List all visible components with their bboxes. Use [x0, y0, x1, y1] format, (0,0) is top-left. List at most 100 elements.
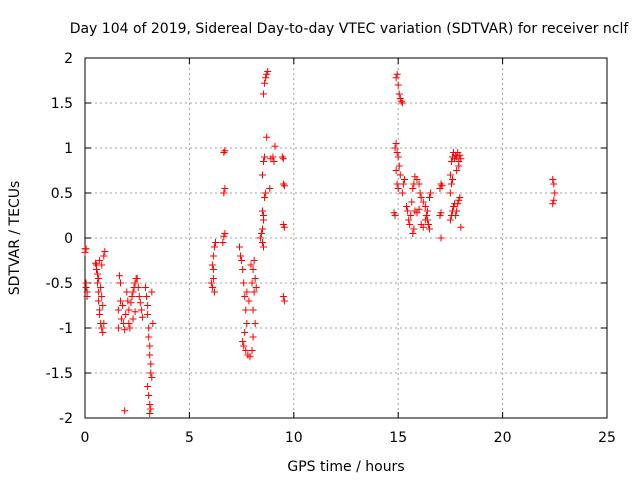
data-point [237, 252, 245, 260]
chart-title: Day 104 of 2019, Sidereal Day-to-day VTE… [70, 21, 630, 37]
data-point [394, 153, 402, 161]
data-point [144, 302, 152, 309]
x-tick-label: 25 [598, 430, 616, 446]
data-point [145, 333, 153, 341]
data-point [146, 351, 154, 359]
data-point [280, 182, 288, 190]
data-point [243, 320, 251, 327]
x-tick-label: 5 [185, 430, 194, 446]
data-point [129, 315, 137, 323]
data-point [551, 189, 559, 197]
data-point [238, 257, 246, 264]
data-point [258, 225, 266, 233]
data-point [239, 266, 247, 273]
data-point [403, 203, 411, 210]
data-point [133, 275, 141, 282]
data-point [256, 234, 264, 242]
data-points [81, 68, 559, 417]
data-point [262, 74, 270, 82]
data-point [148, 288, 156, 296]
data-point [453, 167, 461, 174]
data-point [209, 266, 217, 273]
data-point [396, 171, 404, 179]
data-point [209, 252, 217, 260]
data-point [280, 223, 288, 231]
data-point [97, 284, 105, 291]
data-point [144, 311, 152, 318]
data-point [258, 207, 266, 215]
data-point [550, 196, 558, 204]
data-point [455, 162, 463, 170]
data-point [128, 293, 136, 300]
data-point [421, 216, 429, 224]
data-point [413, 176, 421, 183]
data-point [252, 284, 260, 291]
data-point [423, 207, 431, 215]
data-point [393, 180, 401, 188]
data-point [446, 171, 454, 179]
data-point [262, 189, 270, 197]
data-point [115, 272, 123, 280]
data-point [123, 288, 131, 296]
y-tick-label: 1 [64, 141, 73, 157]
data-point [395, 162, 403, 170]
data-point [243, 288, 251, 296]
data-point [398, 189, 406, 197]
data-point [82, 245, 90, 253]
data-point [98, 324, 106, 332]
data-point [114, 324, 122, 332]
x-tick-labels: 0 5 10 15 20 25 [81, 430, 616, 446]
data-point [264, 68, 272, 75]
data-point [426, 225, 434, 233]
data-point [399, 180, 407, 188]
data-point [427, 189, 435, 197]
data-point [99, 302, 107, 309]
y-tick-label: -0.5 [46, 276, 73, 292]
data-point [424, 221, 432, 228]
data-point [96, 257, 104, 264]
data-point [549, 200, 557, 208]
data-point [121, 326, 129, 334]
data-point [116, 297, 124, 305]
axis-ticks [84, 57, 608, 419]
data-point [220, 189, 228, 197]
data-point [419, 223, 427, 231]
data-point [266, 185, 274, 192]
data-point [208, 261, 216, 269]
data-point [116, 279, 124, 287]
data-point [125, 320, 133, 327]
data-point [81, 248, 89, 256]
data-point [96, 311, 104, 318]
data-point [269, 153, 277, 161]
data-point [143, 293, 151, 300]
data-point [417, 194, 425, 201]
data-point [251, 320, 259, 327]
data-point [240, 279, 248, 287]
data-point [246, 353, 254, 361]
data-point [249, 306, 257, 314]
data-point [241, 293, 249, 300]
data-point [129, 288, 137, 296]
data-point [131, 308, 139, 316]
data-point [260, 243, 268, 251]
data-point [98, 261, 106, 269]
data-point [454, 200, 462, 208]
data-point [242, 306, 250, 314]
data-point [249, 333, 257, 341]
data-point [208, 284, 216, 291]
data-point [207, 279, 215, 287]
data-point [147, 369, 155, 377]
data-point [221, 147, 229, 155]
data-point [145, 324, 153, 332]
data-point [258, 171, 266, 179]
data-point [236, 243, 244, 251]
data-point [94, 270, 102, 278]
data-point [240, 342, 248, 350]
data-point [149, 320, 157, 327]
data-point [457, 155, 465, 163]
data-point [131, 279, 139, 287]
data-point [393, 149, 401, 156]
data-point [279, 180, 287, 188]
data-point [148, 374, 156, 381]
data-point [261, 153, 269, 161]
